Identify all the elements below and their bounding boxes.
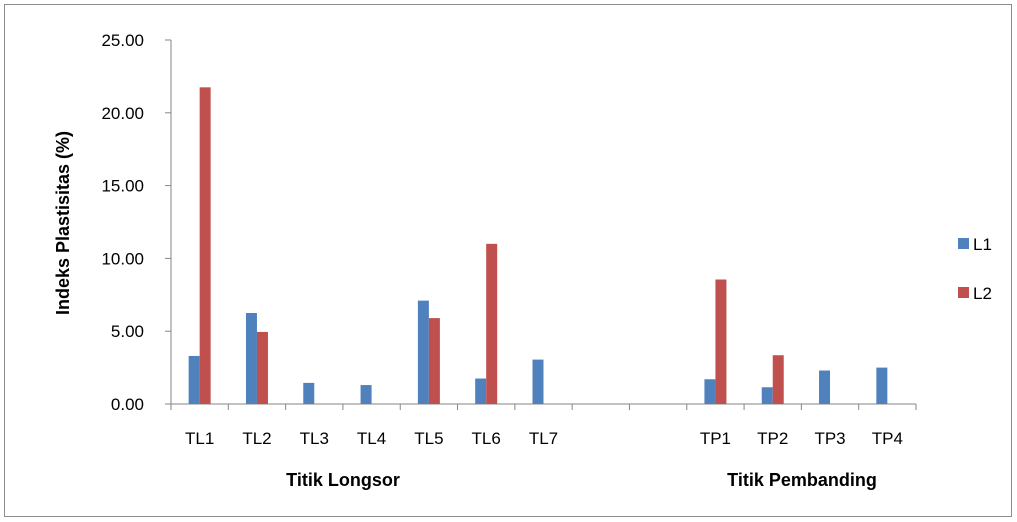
x-tick-label: TP1	[700, 429, 731, 448]
legend-swatch-l1	[958, 238, 969, 249]
bar-l1-tl2	[245, 313, 257, 404]
bar-l1-tp2	[761, 387, 773, 404]
x-tick-label: TL6	[472, 429, 501, 448]
bar-l2-tl1	[199, 87, 211, 404]
y-axis-label: Indeks Plastisitas (%)	[53, 131, 73, 315]
bar-l2-tl6	[486, 243, 498, 404]
x-axis: TL1 TL2 TL3 TL4 TL5 TL6 TL7 TP1 TP2 TP3 TP4	[170, 403, 917, 448]
bar-l1-tl7	[532, 359, 544, 404]
bar-l1-tl1	[188, 355, 200, 404]
y-tick-label: 25.00	[101, 31, 144, 50]
legend-label-l2: L2	[973, 284, 992, 303]
x-tick-label: TL4	[357, 429, 386, 448]
group-label-titik-longsor: Titik Longsor	[286, 470, 400, 490]
chart-frame	[4, 4, 1012, 517]
group-label-titik-pembanding: Titik Pembanding	[727, 470, 877, 490]
bar-l1-tp1	[704, 379, 716, 404]
y-axis: 0.00 5.00 10.00 15.00 20.00 25.00	[101, 31, 172, 414]
x-tick-label: TL5	[414, 429, 443, 448]
y-tick-label: 20.00	[101, 104, 144, 123]
bar-l1-tp4	[876, 367, 888, 404]
x-tick-label: TL2	[242, 429, 271, 448]
bars	[188, 87, 888, 404]
bar-l2-tp1	[715, 279, 727, 404]
legend-label-l1: L1	[973, 235, 992, 254]
bar-l1-tl5	[417, 300, 429, 404]
x-tick-label: TL1	[185, 429, 214, 448]
y-tick-label: 0.00	[111, 395, 144, 414]
bar-l2-tl2	[256, 331, 268, 404]
x-tick-label: TP2	[757, 429, 788, 448]
bar-l1-tl4	[360, 385, 372, 404]
legend-swatch-l2	[958, 287, 969, 298]
x-tick-label: TL7	[529, 429, 558, 448]
x-tick-label: TP3	[814, 429, 845, 448]
x-tick-label: TL3	[300, 429, 329, 448]
y-tick-label: 15.00	[101, 177, 144, 196]
bar-l1-tl6	[475, 378, 487, 404]
x-tick-label: TP4	[872, 429, 903, 448]
legend: L1 L2	[958, 235, 992, 303]
bar-l2-tl5	[428, 318, 440, 404]
bar-l1-tl3	[303, 382, 315, 404]
bar-l2-tp2	[772, 355, 784, 404]
y-tick-label: 5.00	[111, 322, 144, 341]
y-tick-label: 10.00	[101, 249, 144, 268]
bar-l1-tp3	[819, 370, 831, 404]
